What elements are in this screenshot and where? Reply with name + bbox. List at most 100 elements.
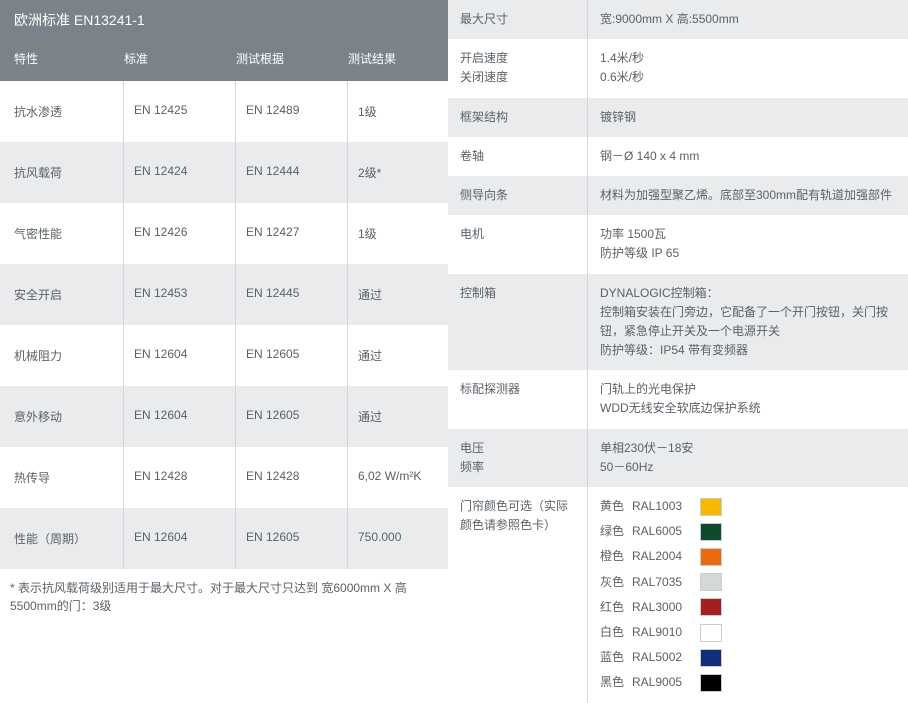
color-name: 橙色 [600, 547, 632, 566]
table-cell: 750.000 [348, 508, 448, 569]
table-cell: EN 12605 [236, 508, 348, 569]
color-code: RAL5002 [632, 648, 700, 667]
table-cell: 安全开启 [0, 264, 124, 325]
table-cell: EN 12428 [124, 447, 236, 508]
table-cell: EN 12604 [124, 325, 236, 386]
footnote: * 表示抗风载荷级别适用于最大尺寸。对于最大尺寸只达到 宽6000mm X 高5… [0, 569, 448, 625]
color-swatch [700, 573, 722, 591]
spec-row: 最大尺寸宽:9000mm X 高:5500mm [448, 0, 908, 39]
spec-label: 电机 [448, 215, 588, 273]
table-cell: EN 12444 [236, 142, 348, 203]
color-swatch [700, 498, 722, 516]
table-cell: 1级 [348, 81, 448, 142]
spec-row: 电压频率单相230伏－18安50－60Hz [448, 429, 908, 487]
color-item: 橙色RAL2004 [600, 547, 745, 566]
table-cell: EN 12604 [124, 386, 236, 447]
spec-label: 最大尺寸 [448, 0, 588, 39]
col-test-basis: 测试根据 [236, 50, 348, 67]
standards-title: 欧洲标准 EN13241-1 [0, 0, 448, 40]
table-cell: EN 12445 [236, 264, 348, 325]
colors-row: 门帘颜色可选（实际颜色请参照色卡）黄色RAL1003绿色RAL6005橙色RAL… [448, 487, 908, 703]
color-code: RAL2004 [632, 547, 700, 566]
spec-label: 控制箱 [448, 274, 588, 371]
color-swatch [700, 548, 722, 566]
table-row: 意外移动EN 12604EN 12605通过 [0, 386, 448, 447]
color-name: 蓝色 [600, 648, 632, 667]
table-cell: 热传导 [0, 447, 124, 508]
table-cell: 机械阻力 [0, 325, 124, 386]
color-item: 黄色RAL1003 [600, 497, 745, 516]
col-standard: 标准 [124, 50, 236, 67]
table-cell: EN 12428 [236, 447, 348, 508]
color-name: 红色 [600, 598, 632, 617]
color-code: RAL7035 [632, 573, 700, 592]
spec-value: 材料为加强型聚乙烯。底部至300mm配有轨道加强部件 [588, 176, 908, 215]
table-row: 抗风载荷EN 12424EN 124442级* [0, 142, 448, 203]
table-row: 安全开启EN 12453EN 12445通过 [0, 264, 448, 325]
table-cell: 6,02 W/m²K [348, 447, 448, 508]
color-item: 红色RAL3000 [600, 598, 745, 617]
spec-value: 1.4米/秒0.6米/秒 [588, 39, 908, 97]
color-code: RAL9005 [632, 673, 700, 692]
color-swatch [700, 674, 722, 692]
color-item: 绿色RAL6005 [600, 522, 745, 541]
table-cell: EN 12425 [124, 81, 236, 142]
spec-value: 宽:9000mm X 高:5500mm [588, 0, 908, 39]
table-cell: 意外移动 [0, 386, 124, 447]
spec-row: 侧导向条材料为加强型聚乙烯。底部至300mm配有轨道加强部件 [448, 176, 908, 215]
color-name: 白色 [600, 623, 632, 642]
table-cell: 通过 [348, 325, 448, 386]
spec-row: 电机功率 1500瓦防护等级 IP 65 [448, 215, 908, 273]
spec-row: 开启速度关闭速度1.4米/秒0.6米/秒 [448, 39, 908, 97]
spec-row: 标配探测器门轨上的光电保护WDD无线安全软底边保护系统 [448, 370, 908, 428]
color-name: 灰色 [600, 573, 632, 592]
table-cell: 抗水渗透 [0, 81, 124, 142]
table-cell: 2级* [348, 142, 448, 203]
table-row: 气密性能EN 12426EN 124271级 [0, 203, 448, 264]
table-row: 热传导EN 12428EN 124286,02 W/m²K [0, 447, 448, 508]
standards-table-panel: 欧洲标准 EN13241-1 特性 标准 测试根据 测试结果 抗水渗透EN 12… [0, 0, 448, 703]
spec-label: 卷轴 [448, 137, 588, 176]
spec-label: 侧导向条 [448, 176, 588, 215]
table-cell: 通过 [348, 264, 448, 325]
color-code: RAL1003 [632, 497, 700, 516]
table-row: 性能（周期）EN 12604EN 12605750.000 [0, 508, 448, 569]
color-item: 蓝色RAL5002 [600, 648, 745, 667]
table-row: 机械阻力EN 12604EN 12605通过 [0, 325, 448, 386]
color-code: RAL9010 [632, 623, 700, 642]
table-cell: 通过 [348, 386, 448, 447]
table-row: 抗水渗透EN 12425EN 124891级 [0, 81, 448, 142]
color-swatch [700, 598, 722, 616]
color-item: 灰色RAL7035 [600, 573, 745, 592]
spec-value: 单相230伏－18安50－60Hz [588, 429, 908, 487]
spec-details-panel: 最大尺寸宽:9000mm X 高:5500mm开启速度关闭速度1.4米/秒0.6… [448, 0, 908, 703]
table-cell: EN 12605 [236, 386, 348, 447]
color-item: 黑色RAL9005 [600, 673, 745, 692]
table-cell: EN 12605 [236, 325, 348, 386]
spec-value: DYNALOGIC控制箱：控制箱安装在门旁边，它配备了一个开门按钮，关门按钮，紧… [588, 274, 908, 371]
spec-row: 卷轴钢－Ø 140 x 4 mm [448, 137, 908, 176]
spec-label: 开启速度关闭速度 [448, 39, 588, 97]
table-cell: EN 12427 [236, 203, 348, 264]
table-cell: EN 12424 [124, 142, 236, 203]
table-cell: 性能（周期） [0, 508, 124, 569]
spec-row: 框架结构镀锌钢 [448, 98, 908, 137]
table-cell: EN 12453 [124, 264, 236, 325]
colors-label: 门帘颜色可选（实际颜色请参照色卡） [448, 487, 588, 703]
color-item: 白色RAL9010 [600, 623, 745, 642]
spec-label: 标配探测器 [448, 370, 588, 428]
color-swatch [700, 624, 722, 642]
colors-grid: 黄色RAL1003绿色RAL6005橙色RAL2004灰色RAL7035红色RA… [588, 487, 908, 703]
color-name: 黑色 [600, 673, 632, 692]
color-code: RAL3000 [632, 598, 700, 617]
spec-sheet: 欧洲标准 EN13241-1 特性 标准 测试根据 测试结果 抗水渗透EN 12… [0, 0, 908, 703]
color-code: RAL6005 [632, 522, 700, 541]
spec-value: 门轨上的光电保护WDD无线安全软底边保护系统 [588, 370, 908, 428]
standards-rows: 抗水渗透EN 12425EN 124891级抗风载荷EN 12424EN 124… [0, 81, 448, 569]
spec-label: 电压频率 [448, 429, 588, 487]
color-name: 绿色 [600, 522, 632, 541]
table-cell: 1级 [348, 203, 448, 264]
spec-row: 控制箱DYNALOGIC控制箱：控制箱安装在门旁边，它配备了一个开门按钮，关门按… [448, 274, 908, 371]
table-cell: EN 12489 [236, 81, 348, 142]
table-cell: EN 12604 [124, 508, 236, 569]
